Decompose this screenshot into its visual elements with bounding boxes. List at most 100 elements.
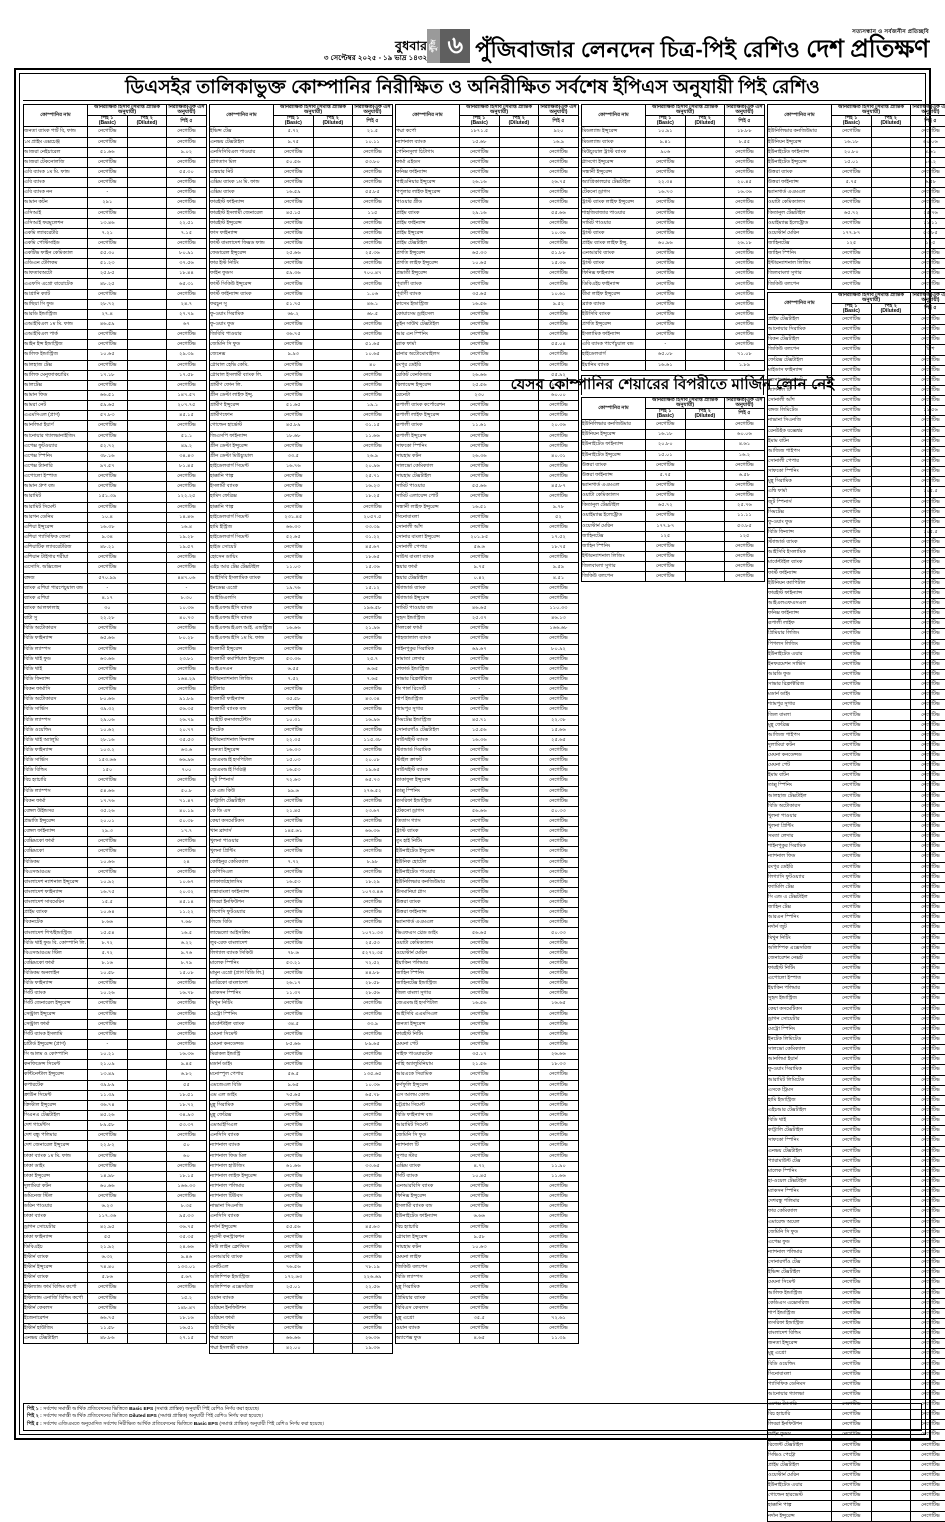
cell-pe2 xyxy=(127,472,167,482)
cell-pe1: নেগেটিভ xyxy=(274,228,314,238)
cell-pe5: নেগেটিভ xyxy=(911,1379,945,1389)
cell-company-name: ওয়াটা কেমিক্যালস xyxy=(768,198,832,208)
cell-pe2 xyxy=(313,391,353,401)
cell-pe1: ১৬.৩৮ xyxy=(88,522,128,532)
cell-pe1: নেগেটিভ xyxy=(88,867,128,877)
cell-pe5: ২৫.৭১ xyxy=(353,472,393,482)
cell-pe5: নেগেটিভ xyxy=(353,908,393,918)
cell-pe2 xyxy=(871,1308,911,1318)
cell-company-name: ট্রাস্ট ব্যাংক xyxy=(396,827,460,837)
cell-pe2 xyxy=(685,137,725,147)
cell-pe1: নেগেটিভ xyxy=(274,685,314,695)
cell-pe2 xyxy=(871,1004,911,1014)
cell-pe5: নেগেটিভ xyxy=(911,913,945,923)
cell-pe1: ১৬.৫৩ xyxy=(274,877,314,887)
cell-pe5: নেগেটিভ xyxy=(911,588,945,598)
cell-company-name: বিডি ফাইন্যান্স xyxy=(24,745,88,755)
cell-pe2 xyxy=(685,501,725,511)
cell-pe2 xyxy=(127,482,167,492)
cell-company-name: বিচ হ্যাচারি xyxy=(24,776,88,786)
cell-pe1: নেগেটিভ xyxy=(460,1141,500,1151)
cell-pe1: নেগেটিভ xyxy=(274,725,314,735)
cell-company-name: জনতা ব্যাংক পার্ট বি, ফান্ড xyxy=(24,127,88,137)
cell-pe1: নেগেটিভ xyxy=(832,842,872,852)
cell-pe1: ১৬.৩৬ xyxy=(460,735,500,745)
cell-pe5: নেগেটিভ xyxy=(167,289,207,299)
cell-pe5: নেগেটিভ xyxy=(167,1040,207,1050)
cell-pe2 xyxy=(871,913,911,923)
cell-company-name: এমজেএল বিডি xyxy=(210,1080,274,1090)
cell-company-name: স্টাইল ক্রাফট xyxy=(396,756,460,766)
th-group-unaudited: অনিরীক্ষিত হিসাব (সমাপ্ত প্রান্তিক অনুযা… xyxy=(460,105,539,116)
cell-company-name: আরডি ইন্ডাস্ট্রিজ xyxy=(24,309,88,319)
cell-company-name: ইস্টার্ন ইন্সুরেন্স xyxy=(24,1263,88,1273)
cell-company-name: সিটি জেনারেল ইন্সুরেন্স xyxy=(24,999,88,1009)
cell-pe5: নেগেটিভ xyxy=(167,563,207,573)
cell-company-name: সিলকো ফার্মা xyxy=(396,624,460,634)
cell-company-name: কেয়া কসমেটিকস xyxy=(768,1004,832,1014)
main-banner: ডিএসইর তালিকাভুক্ত কোম্পানির নিরীক্ষিত ও… xyxy=(23,76,922,101)
cell-pe1: ১৫১.৩৯ xyxy=(88,492,128,502)
cell-company-name: শার্প ইন্ডাস্ট্রিজ xyxy=(396,695,460,705)
badge-page-number: ৬ xyxy=(440,29,470,63)
cell-pe5: ২৫.৬৫ xyxy=(539,735,579,745)
cell-pe1: নেগেটিভ xyxy=(832,1055,872,1065)
cell-pe2 xyxy=(871,456,911,466)
cell-pe1: ৬.৬৬ xyxy=(460,1212,500,1222)
cell-pe1: নেগেটিভ xyxy=(832,710,872,720)
cell-pe2 xyxy=(127,502,167,512)
cell-pe2 xyxy=(127,593,167,603)
cell-pe5: নেগেটিভ xyxy=(911,1318,945,1328)
cell-pe1: নেগেটিভ xyxy=(274,502,314,512)
cell-company-name: মেঘনা পেট xyxy=(396,1040,460,1050)
cell-pe5: ৭২.৫২ xyxy=(353,958,393,968)
cell-company-name: ওয়েস্টার্ন মেরিন xyxy=(582,521,646,531)
cell-pe2 xyxy=(685,127,725,137)
cell-pe5: নেগেটিভ xyxy=(353,178,393,188)
cell-pe5: নেগেটিভ xyxy=(539,1019,579,1029)
cell-pe5: নেগেটিভ xyxy=(353,1111,393,1121)
cell-pe5: ৪৫.৬৩ xyxy=(353,1222,393,1232)
cell-pe5: ৩১.২২ xyxy=(353,533,393,543)
cell-pe2 xyxy=(127,1019,167,1029)
cell-pe5: নেগেটিভ xyxy=(353,847,393,857)
cell-pe2 xyxy=(127,695,167,705)
cell-company-name: দুলামিয়া কটন xyxy=(24,1182,88,1192)
cell-pe5: নেগেটিভ xyxy=(353,796,393,806)
cell-pe1: ৮.৬৬ xyxy=(88,918,128,928)
cell-pe5: নেগেটিভ xyxy=(539,320,579,330)
cell-company-name: একটিভ ফাইন কেমিক্যাল xyxy=(24,249,88,259)
cell-pe5: ৮০.৯২ xyxy=(539,644,579,654)
cell-pe2 xyxy=(871,1247,911,1257)
cell-pe2 xyxy=(499,806,539,816)
cell-company-name: রংপুর ডেইরি xyxy=(768,862,832,872)
cell-company-name: এএফসি এগ্রো বায়োটেক xyxy=(24,279,88,289)
cell-pe5: নেগেটিভ xyxy=(539,1029,579,1039)
cell-pe1: ১৩.৪৬ xyxy=(88,218,128,228)
cell-pe5: নেগেটিভ xyxy=(539,218,579,228)
cell-pe1: নেগেটিভ xyxy=(832,1156,872,1166)
cell-pe2 xyxy=(127,167,167,177)
cell-pe1: ৩৩.৫ xyxy=(274,451,314,461)
